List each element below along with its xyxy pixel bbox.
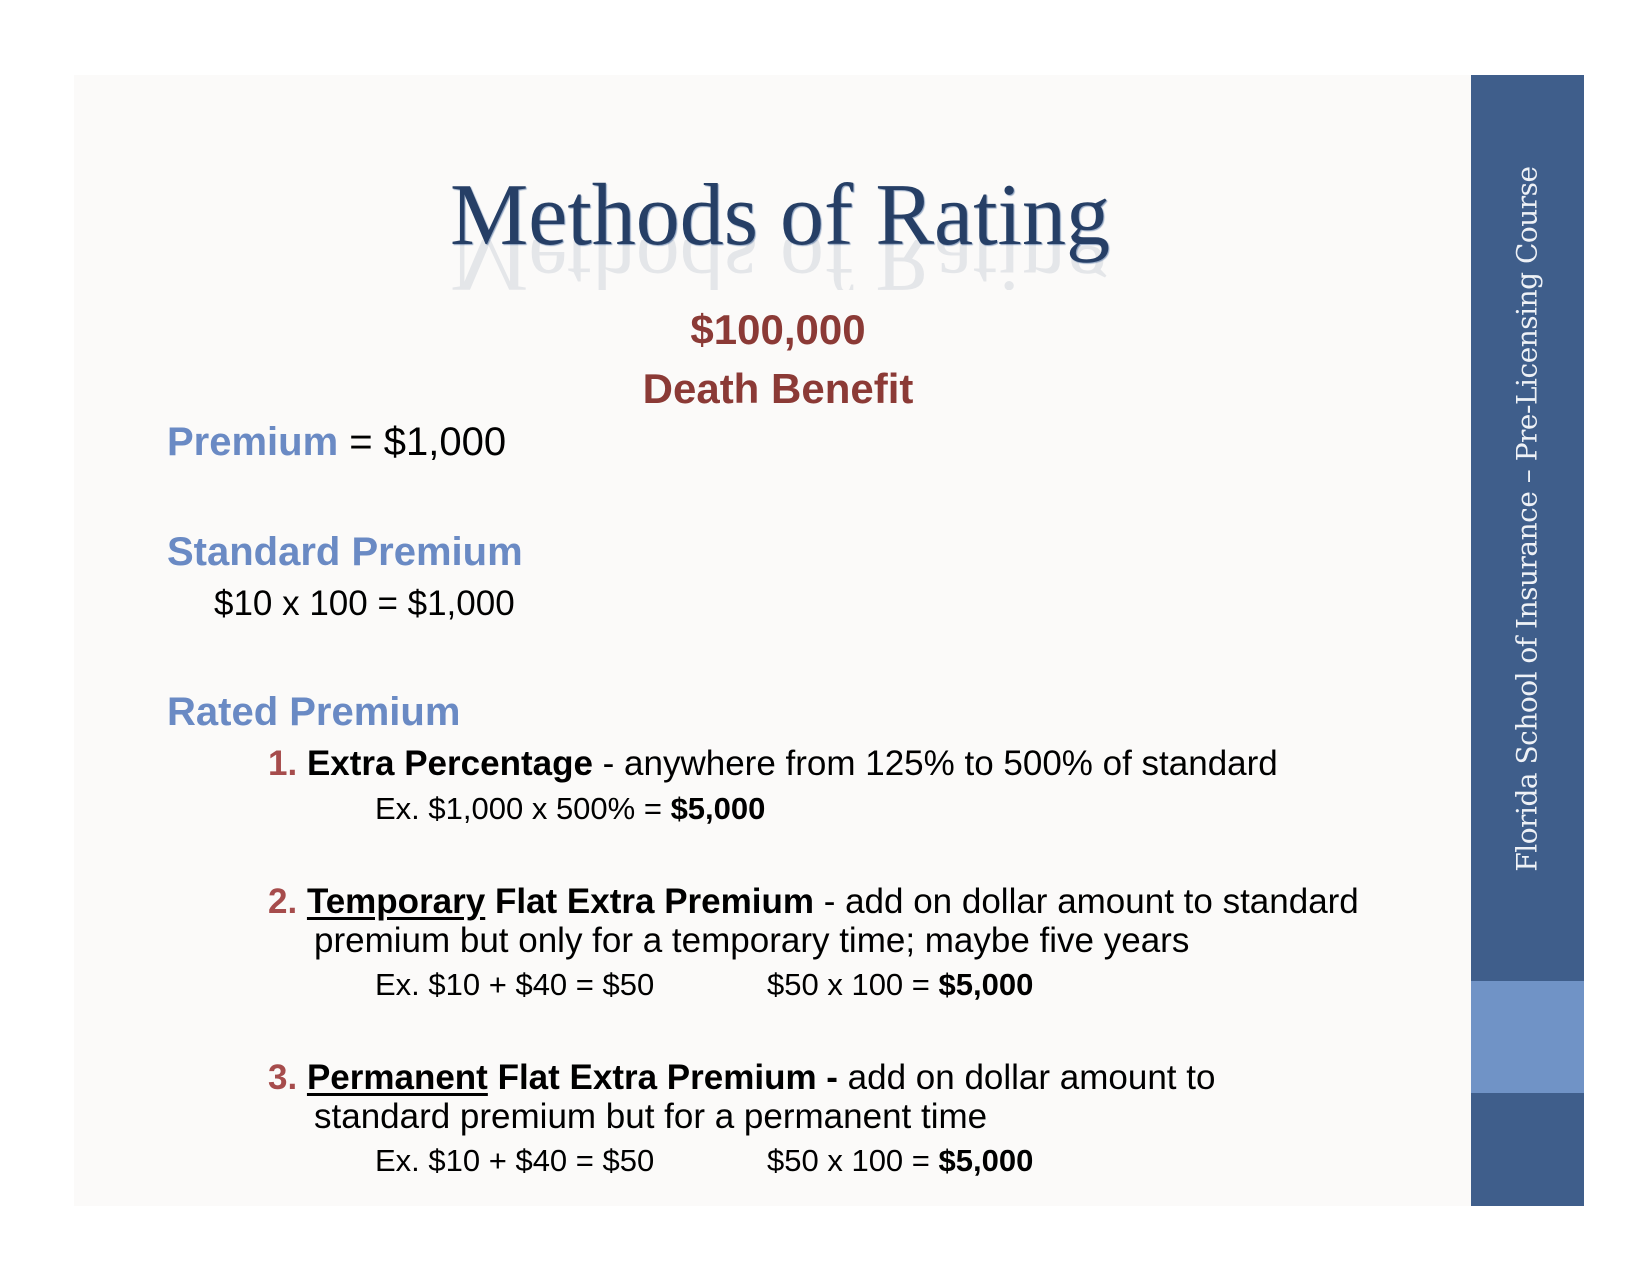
rated-premium-heading: Rated Premium	[167, 690, 461, 734]
rated-item-1: 1. Extra Percentage - anywhere from 125%…	[268, 744, 1278, 784]
example-formula: $50 x 100 =	[767, 1143, 939, 1178]
premium-value: = $1,000	[349, 420, 507, 464]
item-term: Flat Extra Premium	[485, 882, 814, 921]
death-benefit-label: Death Benefit	[642, 365, 914, 412]
rated-item-3-description-cont: standard premium but for a permanent tim…	[314, 1097, 988, 1136]
item-number: 2.	[268, 882, 298, 921]
item-number: 3.	[268, 1058, 298, 1097]
example-result: $5,000	[938, 1143, 1034, 1178]
rated-item-3-example: Ex. $10 + $40 = $50	[375, 1143, 655, 1178]
example-formula: $50 x 100 =	[767, 967, 939, 1002]
item-term-underlined: Temporary	[306, 882, 486, 921]
rated-item-3-example-2: $50 x 100 = $5,000	[767, 1143, 1033, 1179]
slide-title: Methods of Rating	[450, 167, 1110, 264]
rated-item-2-description-cont: premium but only for a temporary time; m…	[314, 921, 1190, 960]
premium-line: Premium = $1,000	[167, 420, 506, 465]
standard-premium-heading: Standard Premium	[167, 530, 523, 574]
rated-item-2-example-2: $50 x 100 = $5,000	[767, 967, 1033, 1003]
premium-label: Premium	[167, 420, 339, 464]
item-number: 1.	[268, 744, 298, 783]
rated-item-1-example: Ex. $1,000 x 500% = $5,000	[375, 791, 765, 827]
example-formula: Ex. $1,000 x 500% =	[375, 791, 671, 826]
title-reflection: Methods of Rating	[450, 240, 1110, 290]
standard-premium-formula: $10 x 100 = $1,000	[214, 584, 515, 623]
rated-item-3: 3. Permanent Flat Extra Premium - add on…	[268, 1058, 1215, 1098]
example-result: $5,000	[938, 967, 1034, 1002]
item-term: Flat Extra Premium -	[487, 1058, 838, 1097]
item-description: - add on dollar amount to standard	[813, 882, 1359, 921]
slide	[74, 75, 1471, 1206]
item-term: Extra Percentage	[306, 744, 593, 783]
item-description: add on dollar amount to	[837, 1058, 1216, 1097]
sidebar-accent-block	[1471, 981, 1584, 1093]
sidebar-band: Florida School of Insurance – Pre-Licens…	[1471, 75, 1584, 1206]
item-term-underlined: Permanent	[306, 1058, 488, 1097]
rated-item-2: 2. Temporary Flat Extra Premium - add on…	[268, 882, 1359, 922]
rated-item-2-example: Ex. $10 + $40 = $50	[375, 967, 655, 1002]
death-benefit-amount: $100,000	[690, 306, 866, 353]
item-description: - anywhere from 125% to 500% of standard	[592, 744, 1278, 783]
example-result: $5,000	[670, 791, 766, 826]
